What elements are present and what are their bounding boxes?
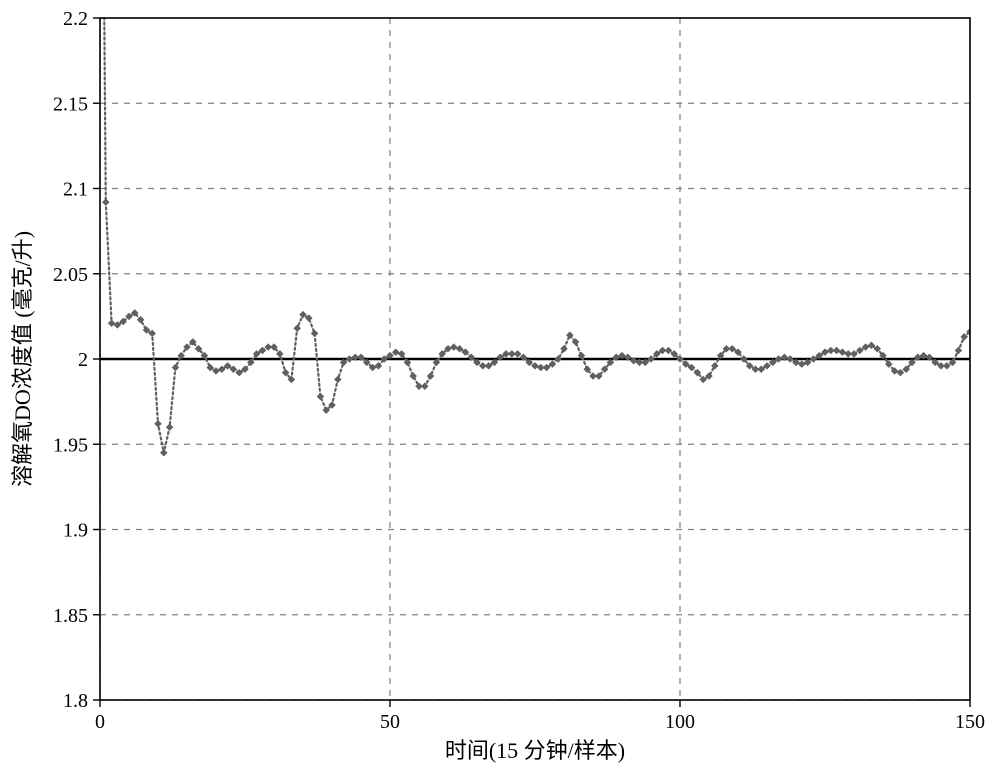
y-tick-label: 2	[78, 349, 88, 371]
y-tick-label: 1.8	[63, 690, 88, 712]
y-tick-label: 1.95	[53, 434, 88, 456]
chart-container: 0 50 100 150 1.8 1.85 1.9 1.95 2 2.05 2.1 2.15 2.2 时间…	[0, 0, 1000, 771]
y-tick-label: 2.2	[63, 8, 88, 30]
y-tick-label: 2.15	[53, 93, 88, 115]
y-tick-label: 2.05	[53, 264, 88, 286]
y-axis-label: 溶解氧DO浓度值 (毫克/升)	[10, 231, 35, 487]
x-tick-label: 150	[955, 711, 985, 733]
do-concentration-chart: 0 50 100 150 1.8 1.85 1.9 1.95 2 2.05 2.1 2.15 2.2 时间…	[0, 0, 1000, 771]
x-axis-label: 时间(15 分钟/样本)	[445, 738, 625, 763]
x-tick-label: 0	[95, 711, 105, 733]
y-tick-label: 2.1	[63, 179, 88, 201]
y-tick-label: 1.85	[53, 605, 88, 627]
x-tick-label: 50	[380, 711, 400, 733]
y-tick-label: 1.9	[63, 520, 88, 542]
x-tick-label: 100	[665, 711, 695, 733]
